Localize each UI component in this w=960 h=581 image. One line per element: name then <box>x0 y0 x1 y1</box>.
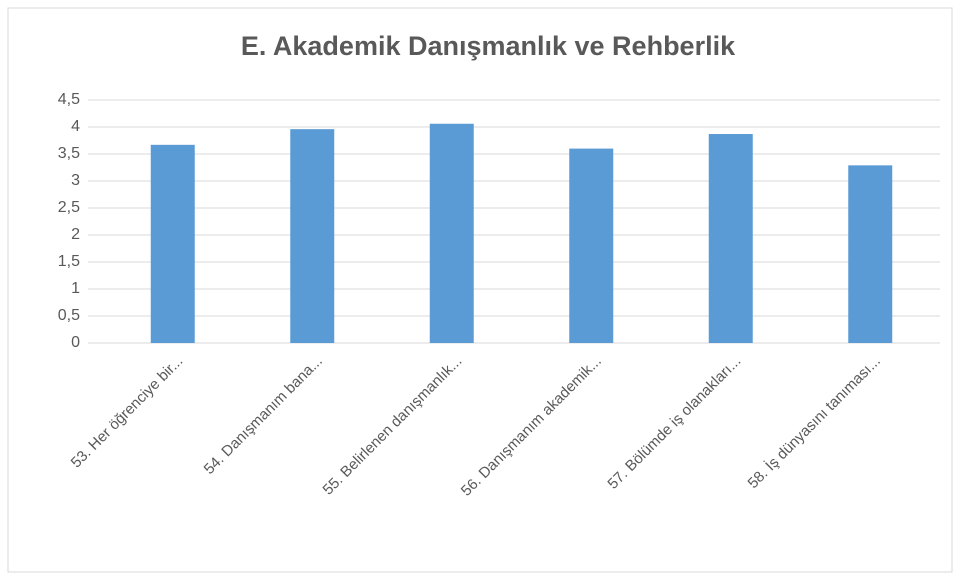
bar <box>429 123 474 343</box>
y-tick-label: 0,5 <box>58 307 80 324</box>
y-tick-label: 2,5 <box>58 199 80 216</box>
bar <box>290 129 335 343</box>
chart-title: E. Akademik Danışmanlık ve Rehberlik <box>241 31 736 61</box>
y-tick-label: 4 <box>71 118 80 135</box>
y-tick-label: 1 <box>71 280 80 297</box>
y-tick-label: 0 <box>71 334 80 351</box>
y-tick-label: 3,5 <box>58 145 80 162</box>
y-tick-label: 3 <box>71 172 80 189</box>
y-tick-label: 2 <box>71 226 80 243</box>
bar <box>708 134 753 343</box>
bar <box>150 144 195 343</box>
bar <box>848 165 893 343</box>
y-tick-label: 1,5 <box>58 253 80 270</box>
y-tick-label: 4,5 <box>58 91 80 108</box>
bar <box>569 148 614 343</box>
